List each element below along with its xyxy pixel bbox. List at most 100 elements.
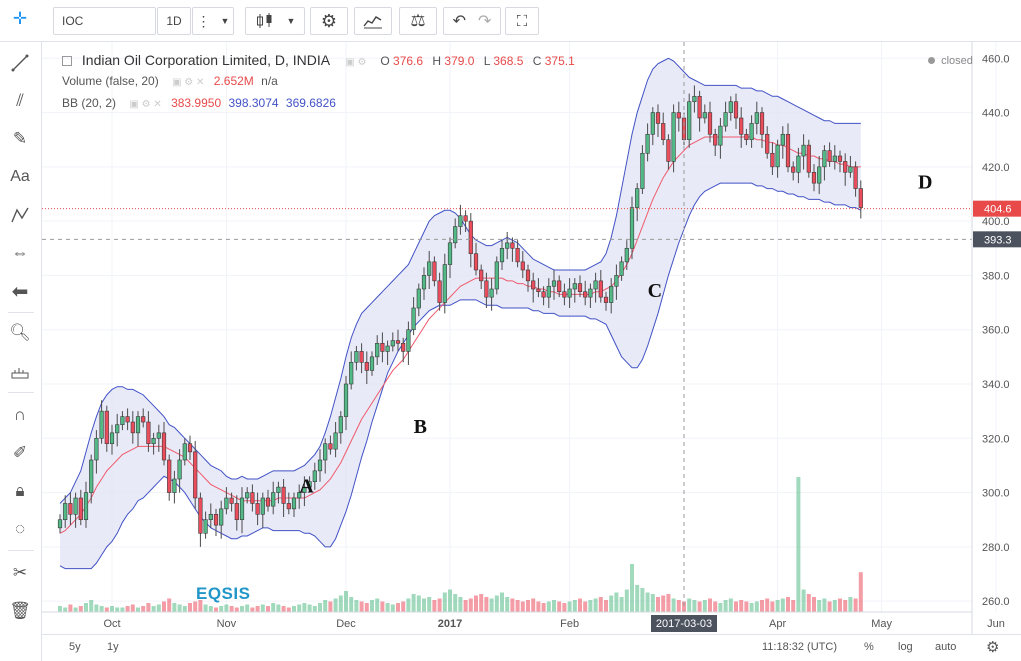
percent-scale-button[interactable]: % [864, 641, 874, 653]
candle-body [141, 416, 146, 423]
volume-bar [526, 600, 530, 612]
text-tool-icon[interactable]: Aa [10, 168, 30, 185]
candle [73, 492, 78, 528]
chevron-down-icon: ▼ [286, 16, 296, 26]
candle-body [505, 242, 510, 249]
candle-body [453, 226, 458, 244]
back-arrow-icon[interactable]: ⬅ [11, 280, 29, 303]
candle-body [250, 492, 255, 504]
auto-scale-button[interactable]: auto [935, 641, 957, 653]
volume-bar [572, 600, 577, 612]
volume-bar [286, 607, 291, 612]
lock-icon[interactable]: 🔒︎ [15, 481, 25, 500]
candle-body [135, 416, 141, 434]
pitchfork-icon[interactable]: ⫽ [16, 91, 24, 110]
log-scale-button[interactable]: log [898, 641, 913, 653]
candle-body [359, 351, 364, 363]
candle-body [73, 497, 78, 515]
candle [598, 270, 603, 303]
candle [765, 126, 770, 159]
trend-line-icon[interactable] [5, 48, 35, 78]
range-1y-button[interactable]: 1y [107, 641, 119, 653]
candle-body [161, 432, 167, 461]
candle [635, 183, 640, 222]
candle-body [650, 112, 655, 135]
prediction-icon[interactable]: ⇔ [11, 243, 29, 262]
candle [94, 430, 99, 474]
candle [843, 153, 848, 186]
candle [531, 272, 536, 303]
zoom-icon[interactable]: 🔍︎ [9, 323, 31, 342]
chart-type-button[interactable]: ▼ [245, 7, 305, 35]
range-5y-button[interactable]: 5y [69, 641, 81, 653]
redo-icon[interactable]: ↷ [478, 13, 492, 30]
gear-icon[interactable]: ⚙ [986, 639, 1000, 656]
price-chart[interactable]: A B C D 460.0 440.0 420.0 400.0 380.0 360.0 340.0… [42, 42, 1021, 634]
candle-body [234, 503, 239, 521]
volume-bar [552, 600, 556, 612]
price-tick-label: 300.0 [982, 488, 1010, 500]
candle [255, 492, 260, 526]
low-value: 368.5 [493, 54, 524, 68]
price-tick-label: 420.0 [982, 162, 1010, 174]
interval-menu-button[interactable]: ⋮ ▼ [192, 7, 234, 35]
candle [453, 218, 458, 249]
candle-body [666, 139, 671, 162]
candle [265, 489, 271, 512]
candle-body [447, 242, 453, 265]
candle-body [328, 443, 333, 450]
fullscreen-button[interactable]: ⛶ [505, 7, 539, 35]
price-tick-label: 400.0 [982, 216, 1010, 228]
drawing-toolbar: ✛ ⫽ ✎ Aa ⇔ ⬅ 🔍︎ ∩ ✐ 🔒︎ ◌ ✂ 🗑︎ [0, 9, 42, 661]
candle [161, 422, 167, 466]
volume-bar [692, 600, 697, 612]
volume-bar [682, 601, 686, 612]
candle-body [629, 207, 635, 249]
candle-body [780, 133, 785, 146]
candle [213, 508, 219, 536]
candle-body [219, 508, 224, 526]
candle [676, 101, 681, 132]
candle [297, 484, 302, 509]
candle [359, 343, 364, 374]
crosshair-price-label: 393.3 [984, 234, 1012, 246]
candle [583, 280, 588, 306]
volume-bar [489, 598, 494, 612]
magnet-icon[interactable]: ∩ [13, 405, 27, 424]
candle-body [489, 288, 494, 298]
indicators-button[interactable] [354, 7, 392, 35]
trash-icon[interactable]: 🗑︎ [9, 601, 31, 620]
symbol-search-input[interactable]: IOC [53, 7, 156, 35]
undo-icon[interactable]: ↶ [452, 13, 466, 30]
candle [120, 411, 125, 431]
candle-body [479, 269, 484, 282]
hide-drawings-icon[interactable]: ◌ [14, 519, 26, 538]
high-label: H [432, 54, 442, 68]
brush-icon[interactable]: ✎ [12, 129, 28, 148]
legend-settings-icons[interactable]: ▣ ⚙ [345, 57, 367, 68]
volume-bar [838, 598, 842, 612]
volume-bar [99, 606, 104, 612]
volume-bar [583, 601, 588, 612]
collapse-legend-icon[interactable] [62, 56, 72, 67]
measure-icon[interactable] [5, 356, 35, 386]
bb-settings-icons[interactable]: ▣ ⚙ ✕ [129, 99, 162, 110]
compare-button[interactable]: ⚖ [399, 7, 437, 35]
crosshair-tool-icon[interactable]: ✛ [12, 9, 28, 28]
volume-bar [130, 604, 135, 612]
bb-lower-value: 369.6826 [285, 96, 336, 110]
volume-bar [214, 607, 218, 612]
interval-button[interactable]: 1D [157, 7, 191, 35]
candle [572, 278, 577, 303]
volume-bar [588, 600, 593, 612]
candle-body [307, 481, 312, 488]
time-tick-label: Oct [103, 618, 120, 630]
lock-drawing-icon[interactable]: ✐ [12, 443, 28, 462]
settings-button[interactable]: ⚙ [310, 7, 348, 35]
pattern-icon[interactable] [5, 200, 35, 230]
candle-body [614, 275, 619, 287]
tools-icon[interactable]: ✂ [12, 563, 28, 582]
volume-bar [422, 598, 426, 612]
volume-bar [754, 601, 759, 612]
volume-settings-icons[interactable]: ▣ ⚙ ✕ [172, 77, 205, 88]
